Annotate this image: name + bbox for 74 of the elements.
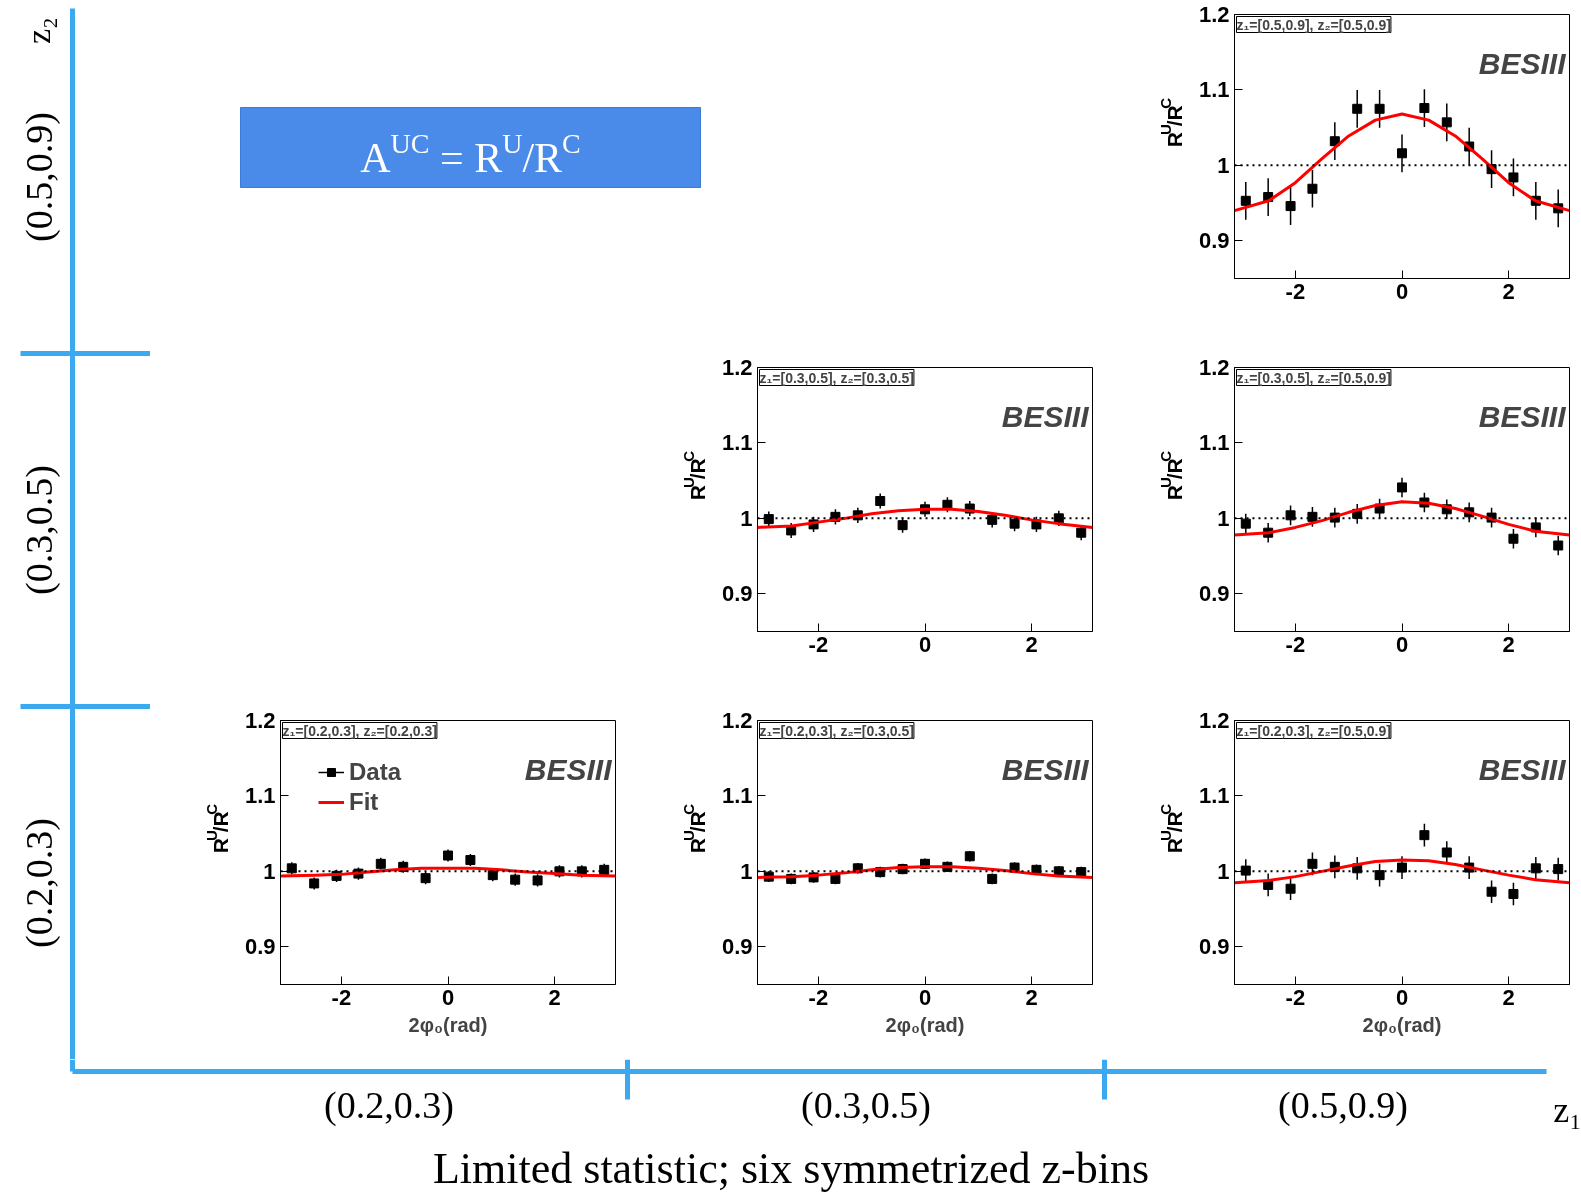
x-tick-label: 2 — [1502, 278, 1515, 304]
y-tick-label: 1.2 — [244, 708, 276, 733]
y-tick-label: 0.9 — [1198, 934, 1230, 960]
x-tick-label: -2 — [1285, 631, 1306, 657]
y-tick-label: 1.1 — [721, 430, 753, 456]
x-tick-label: -2 — [331, 984, 352, 1010]
y-tick-label: 1.2 — [721, 708, 753, 733]
x-tick-label: 2 — [1025, 631, 1038, 657]
y-tick-label: 1 — [740, 505, 753, 531]
y-tick-label: 1.1 — [1198, 783, 1230, 809]
y-tick-label: 1 — [1217, 505, 1230, 531]
y-tick-label: 1.2 — [1198, 708, 1230, 733]
y-tick-label: 1 — [1217, 858, 1230, 884]
x-tick-label: 2 — [548, 984, 561, 1010]
chart-title: z₁=[0.2,0.3], z₂=[0.3,0.5] — [759, 722, 914, 739]
y-tick-label: 1.2 — [1198, 2, 1230, 27]
y-tick-label: 1.2 — [1198, 355, 1230, 380]
chart-title: z₁=[0.2,0.3], z₂=[0.5,0.9] — [1236, 722, 1391, 739]
category-label: (0.3,0.5) — [801, 1083, 931, 1127]
text: z₁ — [1553, 1089, 1581, 1130]
y-axis-title: RU/RC — [1157, 450, 1186, 501]
x-tick-label: 2 — [1502, 984, 1515, 1010]
chart-title: z₁=[0.3,0.5], z₂=[0.3,0.5] — [759, 369, 914, 386]
y-tick-label: 1.1 — [1198, 77, 1230, 103]
y-tick-label: 1 — [740, 858, 753, 884]
chart-title: z₁=[0.3,0.5], z₂=[0.5,0.9] — [1236, 369, 1391, 386]
x-tick-label: 0 — [441, 984, 455, 1010]
y-tick-label: 0.9 — [1198, 581, 1230, 607]
x-tick-label: 2 — [1025, 984, 1038, 1010]
y-tick-label: 1.1 — [721, 783, 753, 809]
y-tick-label: 1.1 — [244, 783, 276, 809]
y-tick-label: 1.1 — [1198, 430, 1230, 456]
annotation: BESIII — [1478, 752, 1567, 786]
chart-title: z₁=[0.2,0.3], z₂=[0.2,0.3] — [282, 722, 437, 739]
chart-title: z₁=[0.5,0.9], z₂=[0.5,0.9] — [1236, 16, 1391, 33]
annotation: BESIII — [1478, 399, 1567, 433]
x-tick-label: -2 — [1285, 278, 1306, 304]
x-tick-label: 0 — [1395, 631, 1409, 657]
legend-label: Fit — [349, 788, 379, 816]
category-label: (0.5,0.9) — [1278, 1083, 1408, 1127]
x-tick-label: 0 — [918, 984, 932, 1010]
annotation: BESIII — [524, 752, 613, 786]
x-tick-label: 0 — [918, 631, 932, 657]
y-tick-label: 0.9 — [244, 934, 276, 960]
x-tick-label: 0 — [1395, 984, 1409, 1010]
y-axis-title: RU/RC — [680, 450, 709, 501]
x-tick-label: -2 — [808, 631, 829, 657]
y-axis-title: RU/RC — [1157, 97, 1186, 148]
y-tick-label: 1 — [1217, 152, 1230, 178]
y-tick-label: 0.9 — [721, 581, 753, 607]
x-axis-title: 2φ₀(rad) — [885, 1013, 965, 1036]
x-axis-title: 2φ₀(rad) — [1362, 1013, 1442, 1036]
y-axis-title: RU/RC — [1157, 803, 1186, 854]
x-axis-title: 2φ₀(rad) — [408, 1013, 488, 1036]
x-tick-label: -2 — [1285, 984, 1306, 1010]
category-label: (0.3,0.5) — [17, 465, 60, 595]
y-axis-title: RU/RC — [203, 803, 232, 854]
text: Limited statistic; six symmetrized z-bins — [432, 1144, 1150, 1193]
x-tick-label: -2 — [808, 984, 829, 1010]
text: z₂ — [20, 17, 57, 44]
annotation: BESIII — [1478, 46, 1567, 80]
y-tick-label: 1.2 — [721, 355, 753, 380]
category-label: (0.2,0.3) — [17, 818, 60, 948]
category-label: (0.2,0.3) — [324, 1083, 454, 1127]
legend-label: Data — [349, 758, 402, 786]
y-tick-label: 0.9 — [721, 934, 753, 960]
y-tick-label: 0.9 — [1198, 228, 1230, 254]
annotation: BESIII — [1001, 752, 1090, 786]
y-axis-title: RU/RC — [680, 803, 709, 854]
y-tick-label: 1 — [263, 858, 276, 884]
annotation: BESIII — [1001, 399, 1090, 433]
x-tick-label: 2 — [1502, 631, 1515, 657]
category-label: (0.5,0.9) — [17, 112, 60, 242]
x-tick-label: 0 — [1395, 278, 1409, 304]
